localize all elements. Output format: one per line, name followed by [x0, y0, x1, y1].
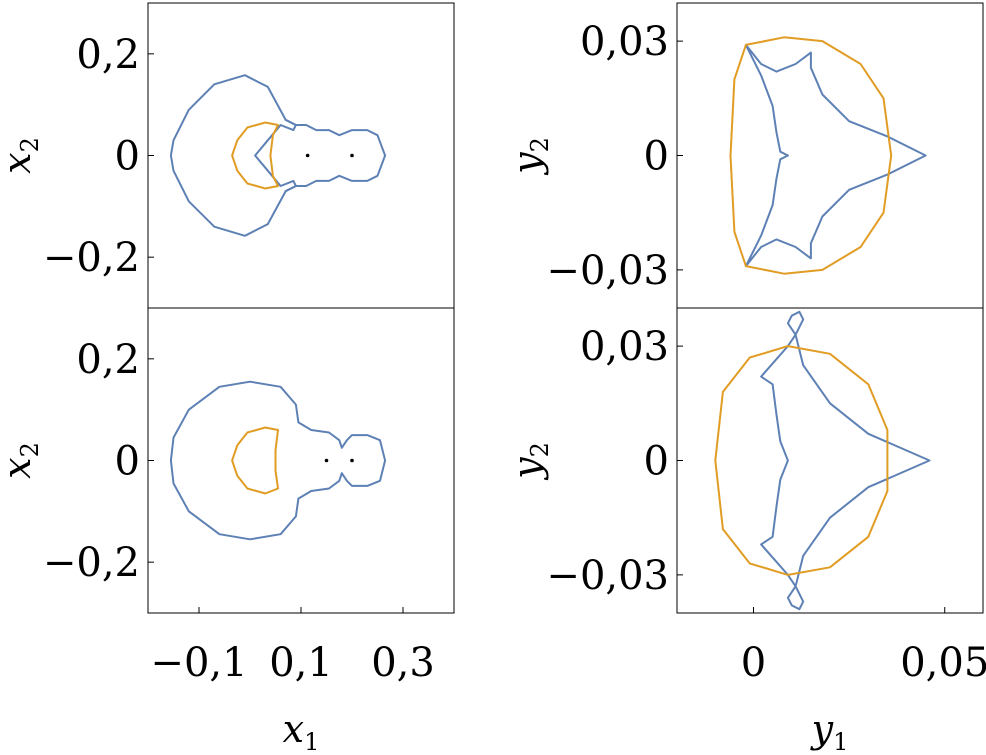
- plot-frame-bottom-left: [147, 307, 455, 614]
- ylabel-bottom-left: x2: [0, 442, 44, 479]
- plot-frame-top-left: [147, 2, 455, 309]
- curve-top-right-0: [744, 43, 927, 268]
- ylabel-top-right: y2: [505, 137, 554, 176]
- ylabel-bottom-right: y2: [505, 442, 554, 481]
- ytick-label-bottom-left-1: 0: [115, 439, 140, 485]
- ylabel-top-left: x2: [0, 137, 44, 174]
- curve-bottom-left-1: [231, 426, 279, 495]
- curve-top-left-0: [169, 74, 297, 237]
- point-top-left-1: [350, 153, 354, 158]
- curve-top-right-1: [729, 36, 893, 275]
- xtick-label-bottom-right-1: 0,05: [900, 640, 986, 686]
- xlabel-bottom-right: y1: [810, 707, 849, 755]
- xlabel-bottom-left: x1: [283, 707, 320, 755]
- curve-bottom-right-0: [760, 310, 931, 611]
- ytick-label-top-right-2: −0,03: [546, 248, 669, 294]
- curve-bottom-right-1: [714, 345, 889, 576]
- ytick-label-top-left-1: 0: [115, 134, 140, 180]
- ytick-label-bottom-right-0: 0,03: [580, 324, 669, 370]
- ytick-label-top-right-0: 0,03: [580, 19, 669, 65]
- curve-bottom-left-0: [169, 380, 387, 541]
- plot-frame-top-right: [676, 2, 984, 309]
- xtick-label-bottom-left-1: 0,1: [269, 640, 333, 686]
- ytick-label-top-left-0: 0,2: [76, 32, 140, 78]
- xtick-label-bottom-left-0: −0,1: [150, 640, 247, 686]
- point-bottom-left-0: [324, 458, 329, 463]
- point-bottom-left-1: [350, 458, 354, 463]
- xtick-label-bottom-left-2: 0,3: [371, 640, 435, 686]
- curve-top-left-2: [231, 121, 279, 190]
- ytick-label-top-left-2: −0,2: [43, 235, 140, 281]
- curve-top-left-1: [284, 118, 387, 193]
- ytick-label-bottom-right-1: 0: [644, 439, 669, 485]
- ytick-label-bottom-right-2: −0,03: [546, 553, 669, 599]
- xtick-label-bottom-right-0: 0: [741, 640, 766, 686]
- ytick-label-bottom-left-2: −0,2: [43, 540, 140, 586]
- ytick-label-bottom-left-0: 0,2: [76, 337, 140, 383]
- point-top-left-0: [305, 153, 310, 158]
- ytick-label-top-right-1: 0: [644, 134, 669, 180]
